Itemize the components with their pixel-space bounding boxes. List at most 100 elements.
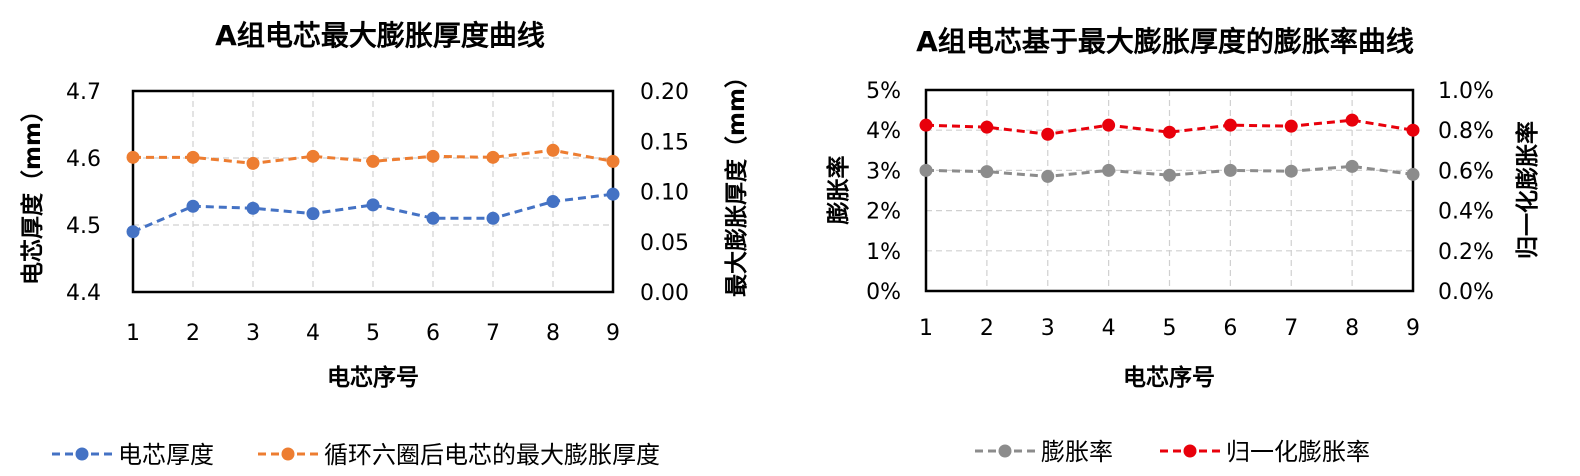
data-point-series-1 xyxy=(919,163,933,177)
y-left-tick-label: 4.4 xyxy=(66,281,101,306)
data-point-series-2 xyxy=(1041,127,1055,141)
data-point-series-2 xyxy=(606,154,620,168)
y-left-tick-label: 0% xyxy=(866,280,901,305)
y-right-tick-label: 0.20 xyxy=(640,80,689,105)
series-line-1 xyxy=(132,192,614,234)
data-point-series-2 xyxy=(1406,123,1420,137)
chart2-xlabel: 电芯序号 xyxy=(1123,364,1215,391)
data-point-series-1 xyxy=(606,187,620,201)
legend-label: 电芯厚度 xyxy=(118,441,214,469)
x-tick-label: 1 xyxy=(919,316,933,341)
y-left-tick-label: 4.5 xyxy=(66,214,101,239)
data-point-series-2 xyxy=(980,120,994,134)
data-point-series-2 xyxy=(486,150,500,164)
chart1-xlabel: 电芯序号 xyxy=(327,364,419,391)
y-right-tick-label: 0.6% xyxy=(1438,159,1494,184)
y-left-tick-label: 4.7 xyxy=(66,80,101,105)
legend-swatch-marker xyxy=(75,447,89,461)
data-point-series-2 xyxy=(1223,118,1237,132)
y-left-tick-label: 1% xyxy=(866,240,901,265)
legend-swatch-marker xyxy=(281,447,295,461)
legend-swatch-marker xyxy=(1183,444,1197,458)
data-point-series-2 xyxy=(1284,119,1298,133)
y-right-tick-label: 0.8% xyxy=(1438,119,1494,144)
chart1-legend: 电芯厚度 循环六圈后电芯的最大膨胀厚度 xyxy=(52,441,660,469)
y-right-tick-label: 0.2% xyxy=(1438,240,1494,265)
data-point-series-1 xyxy=(1223,163,1237,177)
data-point-series-1 xyxy=(1041,169,1055,183)
chart1-plot-area: 4.4 4.5 4.6 4.7 0.00 0.05 0.10 0.15 0.20 1 2 3 4 5 6 7 8… xyxy=(66,80,689,346)
chart1-title: A组电芯最大膨胀厚度曲线 xyxy=(215,19,545,52)
y-left-tick-label: 3% xyxy=(866,159,901,184)
y-left-tick-label: 2% xyxy=(866,200,901,225)
data-point-series-2 xyxy=(546,143,560,157)
data-point-series-2 xyxy=(1102,118,1116,132)
data-point-series-1 xyxy=(366,198,380,212)
legend-label: 循环六圈后电芯的最大膨胀厚度 xyxy=(324,441,660,469)
data-point-series-1 xyxy=(486,211,500,225)
x-tick-label: 6 xyxy=(426,321,440,346)
x-tick-label: 5 xyxy=(1163,316,1177,341)
data-point-series-2 xyxy=(1345,113,1359,127)
plot-frame xyxy=(924,88,1415,293)
data-point-series-2 xyxy=(366,154,380,168)
y-left-tick-label: 5% xyxy=(866,79,901,104)
y-right-tick-label: 0.00 xyxy=(640,281,689,306)
chart2-legend: 膨胀率 归一化膨胀率 xyxy=(975,438,1370,466)
data-point-series-1 xyxy=(980,165,994,179)
data-point-series-2 xyxy=(1163,125,1176,139)
data-point-series-1 xyxy=(1345,159,1359,173)
x-tick-label: 8 xyxy=(546,321,560,346)
data-point-series-2 xyxy=(126,150,140,164)
x-tick-label: 9 xyxy=(606,321,620,346)
chart2-ylabel-left: 膨胀率 xyxy=(825,156,852,226)
chart2-ylabel-right: 归一化膨胀率 xyxy=(1514,121,1541,259)
data-point-series-1 xyxy=(1163,168,1176,182)
data-point-series-1 xyxy=(126,225,140,239)
x-tick-label: 7 xyxy=(1284,316,1298,341)
chart2-title: A组电芯基于最大膨胀厚度的膨胀率曲线 xyxy=(916,25,1414,58)
y-right-tick-label: 0.15 xyxy=(640,130,689,155)
x-tick-label: 3 xyxy=(246,321,260,346)
x-tick-label: 7 xyxy=(486,321,500,346)
data-point-series-1 xyxy=(546,195,560,209)
data-point-series-1 xyxy=(1102,163,1116,177)
x-tick-label: 8 xyxy=(1345,316,1359,341)
data-point-series-1 xyxy=(186,199,200,213)
x-tick-label: 4 xyxy=(306,321,320,346)
data-point-series-2 xyxy=(306,149,320,163)
chart1-ylabel-left: 电芯厚度（mm） xyxy=(19,99,46,285)
y-right-tick-label: 0.05 xyxy=(640,231,689,256)
y-left-tick-label: 4.6 xyxy=(66,147,101,172)
series-line-2 xyxy=(925,118,1414,136)
x-tick-label: 1 xyxy=(126,321,140,346)
chart1-ylabel-right: 最大膨胀厚度（mm） xyxy=(723,65,750,297)
data-point-series-1 xyxy=(426,211,440,225)
y-right-tick-label: 0.0% xyxy=(1438,280,1494,305)
x-tick-label: 2 xyxy=(186,321,200,346)
data-point-series-1 xyxy=(246,201,260,215)
data-point-series-2 xyxy=(919,118,933,132)
data-point-series-1 xyxy=(306,207,320,221)
y-left-tick-label: 4% xyxy=(866,119,901,144)
data-point-series-2 xyxy=(426,149,440,163)
legend-swatch-marker xyxy=(998,444,1012,458)
y-right-tick-label: 0.10 xyxy=(640,181,689,206)
data-point-series-2 xyxy=(246,156,260,170)
data-point-series-1 xyxy=(1284,164,1298,178)
x-tick-label: 5 xyxy=(366,321,380,346)
y-right-tick-label: 1.0% xyxy=(1438,79,1494,104)
data-point-series-2 xyxy=(186,150,200,164)
legend-label: 归一化膨胀率 xyxy=(1226,438,1370,466)
x-tick-label: 3 xyxy=(1041,316,1055,341)
series-line-1 xyxy=(925,164,1414,178)
chart2-plot-area: 0% 1% 2% 3% 4% 5% 0.0% 0.2% 0.4% 0.6% 0.8% 1.0% 1 2 3 4… xyxy=(866,79,1494,341)
x-tick-label: 9 xyxy=(1406,316,1420,341)
legend-label: 膨胀率 xyxy=(1041,438,1113,466)
x-tick-label: 6 xyxy=(1223,316,1237,341)
x-tick-label: 4 xyxy=(1102,316,1116,341)
data-point-series-1 xyxy=(1406,167,1420,181)
y-right-tick-label: 0.4% xyxy=(1438,200,1494,225)
x-tick-label: 2 xyxy=(980,316,994,341)
